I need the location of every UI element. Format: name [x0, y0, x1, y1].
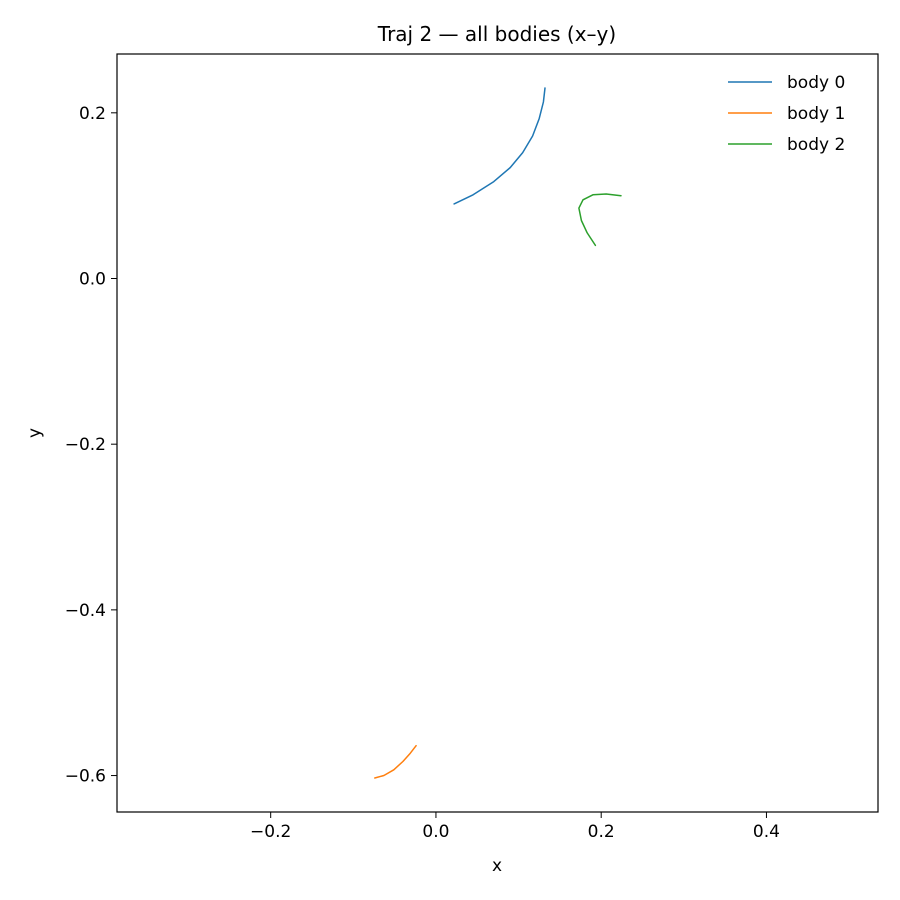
- y-tick-label: −0.2: [65, 435, 106, 455]
- legend-label-body-1: body 1: [787, 104, 845, 124]
- y-tick-label: −0.4: [65, 601, 106, 621]
- x-tick-label: 0.2: [588, 822, 615, 842]
- plot-area: [374, 87, 622, 779]
- axes-frame: [116, 53, 879, 813]
- x-axis: −0.2 0.0 0.2 0.4: [250, 812, 780, 842]
- x-tick-label: 0.0: [422, 822, 449, 842]
- y-axis-label: y: [25, 428, 45, 438]
- legend-label-body-0: body 0: [787, 73, 845, 93]
- series-line-body-1: [374, 744, 417, 779]
- legend-label-body-2: body 2: [787, 135, 845, 155]
- series-line-body-0: [453, 87, 546, 205]
- y-tick-label: 0.0: [79, 270, 106, 290]
- x-axis-label: x: [492, 856, 502, 876]
- legend: body 0 body 1 body 2: [728, 73, 845, 155]
- chart-title: Traj 2 — all bodies (x–y): [377, 22, 616, 46]
- y-tick-label: −0.6: [65, 767, 106, 787]
- y-tick-label: 0.2: [79, 104, 106, 124]
- x-tick-label: 0.4: [753, 822, 780, 842]
- series-line-body-2: [578, 193, 622, 247]
- x-tick-label: −0.2: [250, 822, 291, 842]
- y-axis: 0.2 0.0 −0.2 −0.4 −0.6: [65, 104, 117, 787]
